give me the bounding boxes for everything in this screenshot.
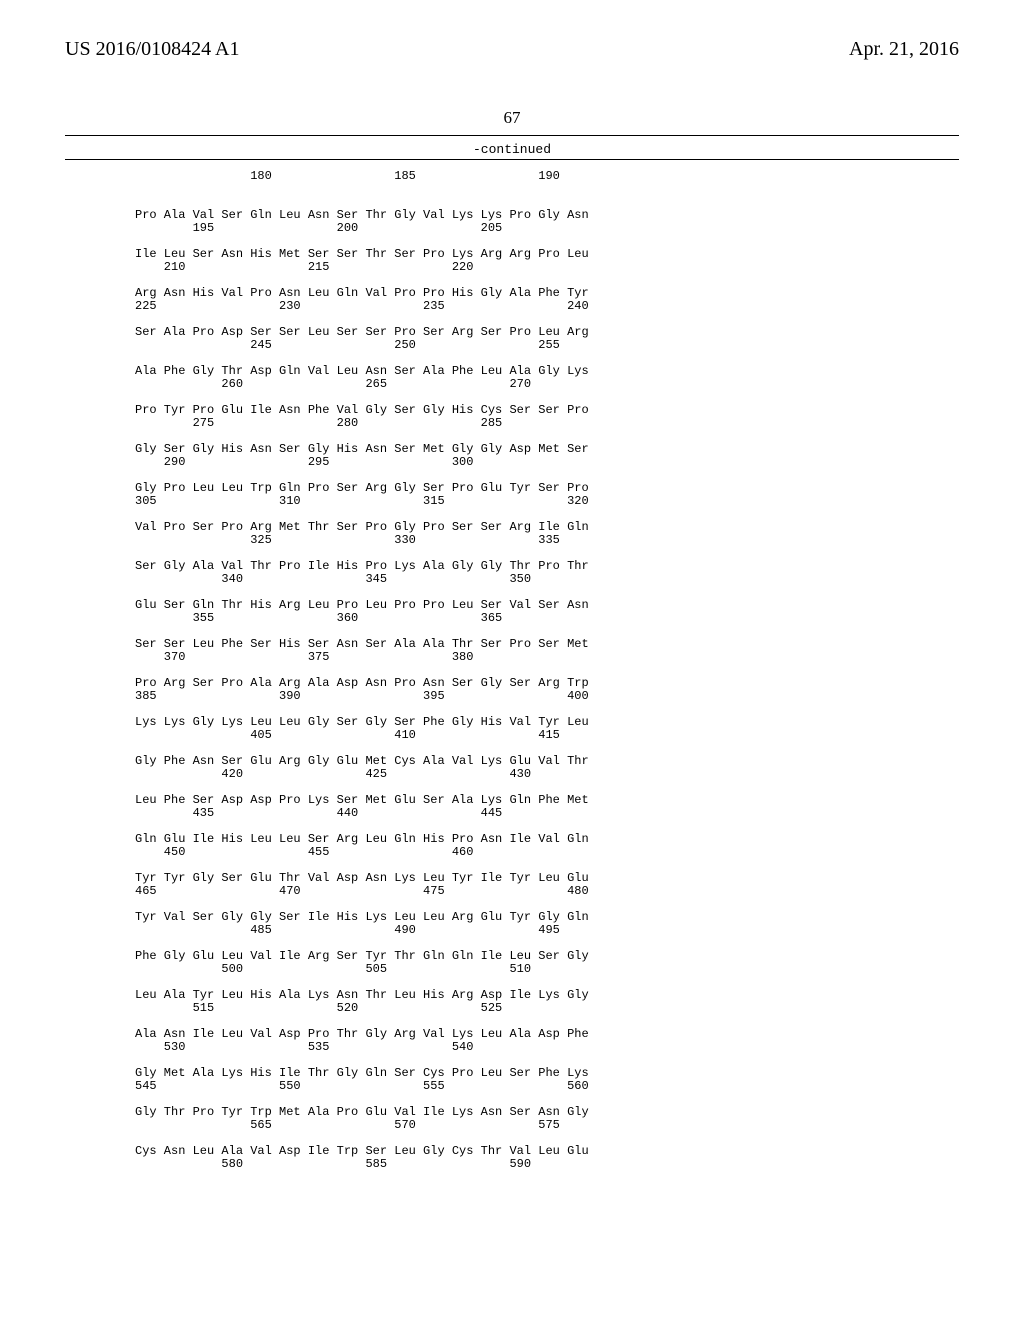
divider-bottom [65,159,959,160]
header-publication-number: US 2016/0108424 A1 [65,38,239,61]
continued-label: -continued [0,142,1024,157]
sequence-listing: 180 185 190 Pro Ala Val Ser Gln Leu Asn … [135,170,589,1171]
page-number: 67 [0,108,1024,128]
divider-top [65,135,959,136]
header-date: Apr. 21, 2016 [849,38,959,61]
